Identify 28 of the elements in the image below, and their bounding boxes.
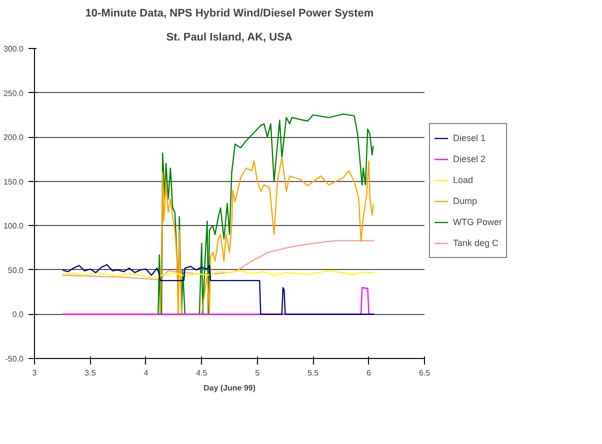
chart-subtitle: St. Paul Island, AK, USA	[166, 32, 292, 44]
x-tick-label: 5	[255, 368, 260, 378]
legend-label: Load	[453, 175, 474, 185]
x-tick-label: 3.5	[84, 368, 96, 378]
legend-label: Tank deg C	[453, 238, 499, 248]
y-tick-label: 150.0	[3, 177, 24, 186]
legend-label: Dump	[453, 196, 478, 206]
x-axis-title: Day (June 99)	[203, 384, 256, 392]
x-tick-label: 4	[144, 368, 149, 378]
y-tick-label: 0.0	[12, 310, 24, 320]
y-tick-label: 250.0	[3, 88, 24, 98]
x-tick-label: 4.5	[196, 368, 208, 378]
line-series	[62, 264, 375, 315]
x-tick-label: 6.5	[418, 368, 431, 378]
x-tick-label: 5.5	[308, 368, 320, 378]
y-tick-label: 300.0	[3, 44, 24, 54]
line-series	[62, 270, 375, 278]
line-series	[62, 240, 375, 280]
legend-label: WTG Power	[453, 217, 502, 227]
x-tick-label: 6	[366, 368, 372, 378]
y-tick-label: 200.0	[3, 133, 24, 142]
chart-title: 10-Minute Data, NPS Hybrid Wind/Diesel Power System	[85, 8, 374, 20]
legend-label: Diesel 2	[453, 154, 486, 164]
y-tick-label: -50.0	[5, 354, 24, 364]
y-tick-label: 50.0	[8, 266, 24, 275]
x-tick-label: 3	[32, 368, 38, 378]
y-tick-label: 100.0	[3, 222, 24, 231]
legend-label: Diesel 1	[453, 133, 486, 143]
